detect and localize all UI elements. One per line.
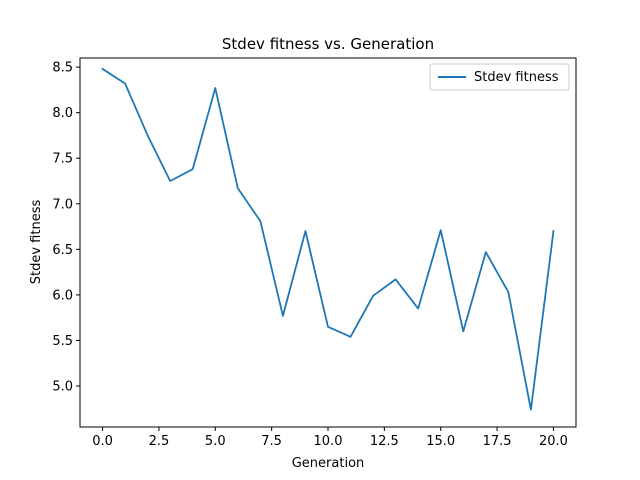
y-tick-label: 5.5 [52,334,73,349]
x-tick-label: 5.0 [205,434,226,449]
x-tick-label: 12.5 [370,434,399,449]
y-tick-label: 8.0 [52,106,73,121]
plot-area: 0.0 2.5 5.0 7.5 10.0 12.5 15.0 17.5 20.0 5.0 5.5 6.… [52,57,577,449]
legend-label: Stdev fitness [474,70,559,85]
x-tick-label: 15.0 [426,434,455,449]
y-tick-label: 5.0 [52,380,73,395]
y-tick-label: 7.5 [52,152,73,167]
axes-frame [79,57,577,428]
y-tick-label: 6.5 [52,243,73,258]
x-tick-label: 7.5 [261,434,282,449]
y-tick-label: 6.0 [52,288,73,303]
y-axis-label: Stdev fitness [29,200,44,285]
legend-box [429,63,570,91]
y-tick-label: 8.5 [52,61,73,76]
x-tick-label: 2.5 [149,434,170,449]
x-tick-label: 10.0 [314,434,343,449]
x-tick-label: 0.0 [92,434,113,449]
y-tick-label: 7.0 [52,197,73,212]
chart-title: Stdev fitness vs. Generation [222,35,434,53]
series-line-0 [101,67,555,411]
x-axis-label: Generation [292,456,365,471]
legend: Stdev fitness [429,63,570,91]
x-tick-label: 20.0 [539,434,568,449]
x-tick-label: 17.5 [483,434,512,449]
